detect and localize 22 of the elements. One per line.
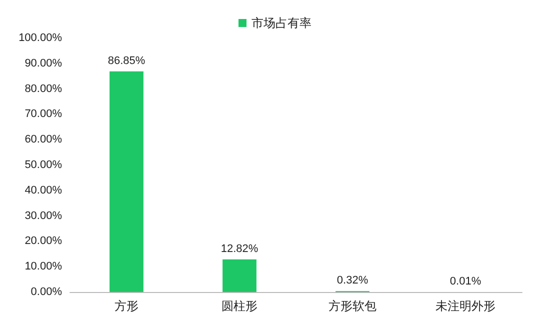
y-tick-label: 30.00% <box>24 210 62 222</box>
y-tick-label: 100.00% <box>18 32 62 44</box>
legend-label: 市场占有率 <box>252 16 312 30</box>
data-label: 86.85% <box>108 54 146 67</box>
bar <box>110 71 144 292</box>
y-tick-label: 70.00% <box>24 108 62 120</box>
y-tick-label: 90.00% <box>24 57 62 70</box>
data-label: 0.01% <box>450 275 482 288</box>
y-tick-label: 20.00% <box>24 235 62 248</box>
x-tick-label: 未注明外形 <box>436 299 496 313</box>
y-tick-label: 80.00% <box>24 82 62 95</box>
bar <box>222 259 256 292</box>
data-label: 0.32% <box>336 274 368 287</box>
data-label: 12.82% <box>220 242 258 255</box>
x-tick-label: 圆柱形 <box>222 299 258 313</box>
y-tick-label: 60.00% <box>24 134 62 146</box>
y-tick-label: 10.00% <box>24 260 62 273</box>
y-tick-label: 0.00% <box>30 286 62 298</box>
x-tick-label: 方形软包 <box>328 299 376 313</box>
x-tick-label: 方形 <box>114 299 138 313</box>
y-tick-label: 50.00% <box>24 159 62 171</box>
y-tick-label: 40.00% <box>24 184 62 196</box>
